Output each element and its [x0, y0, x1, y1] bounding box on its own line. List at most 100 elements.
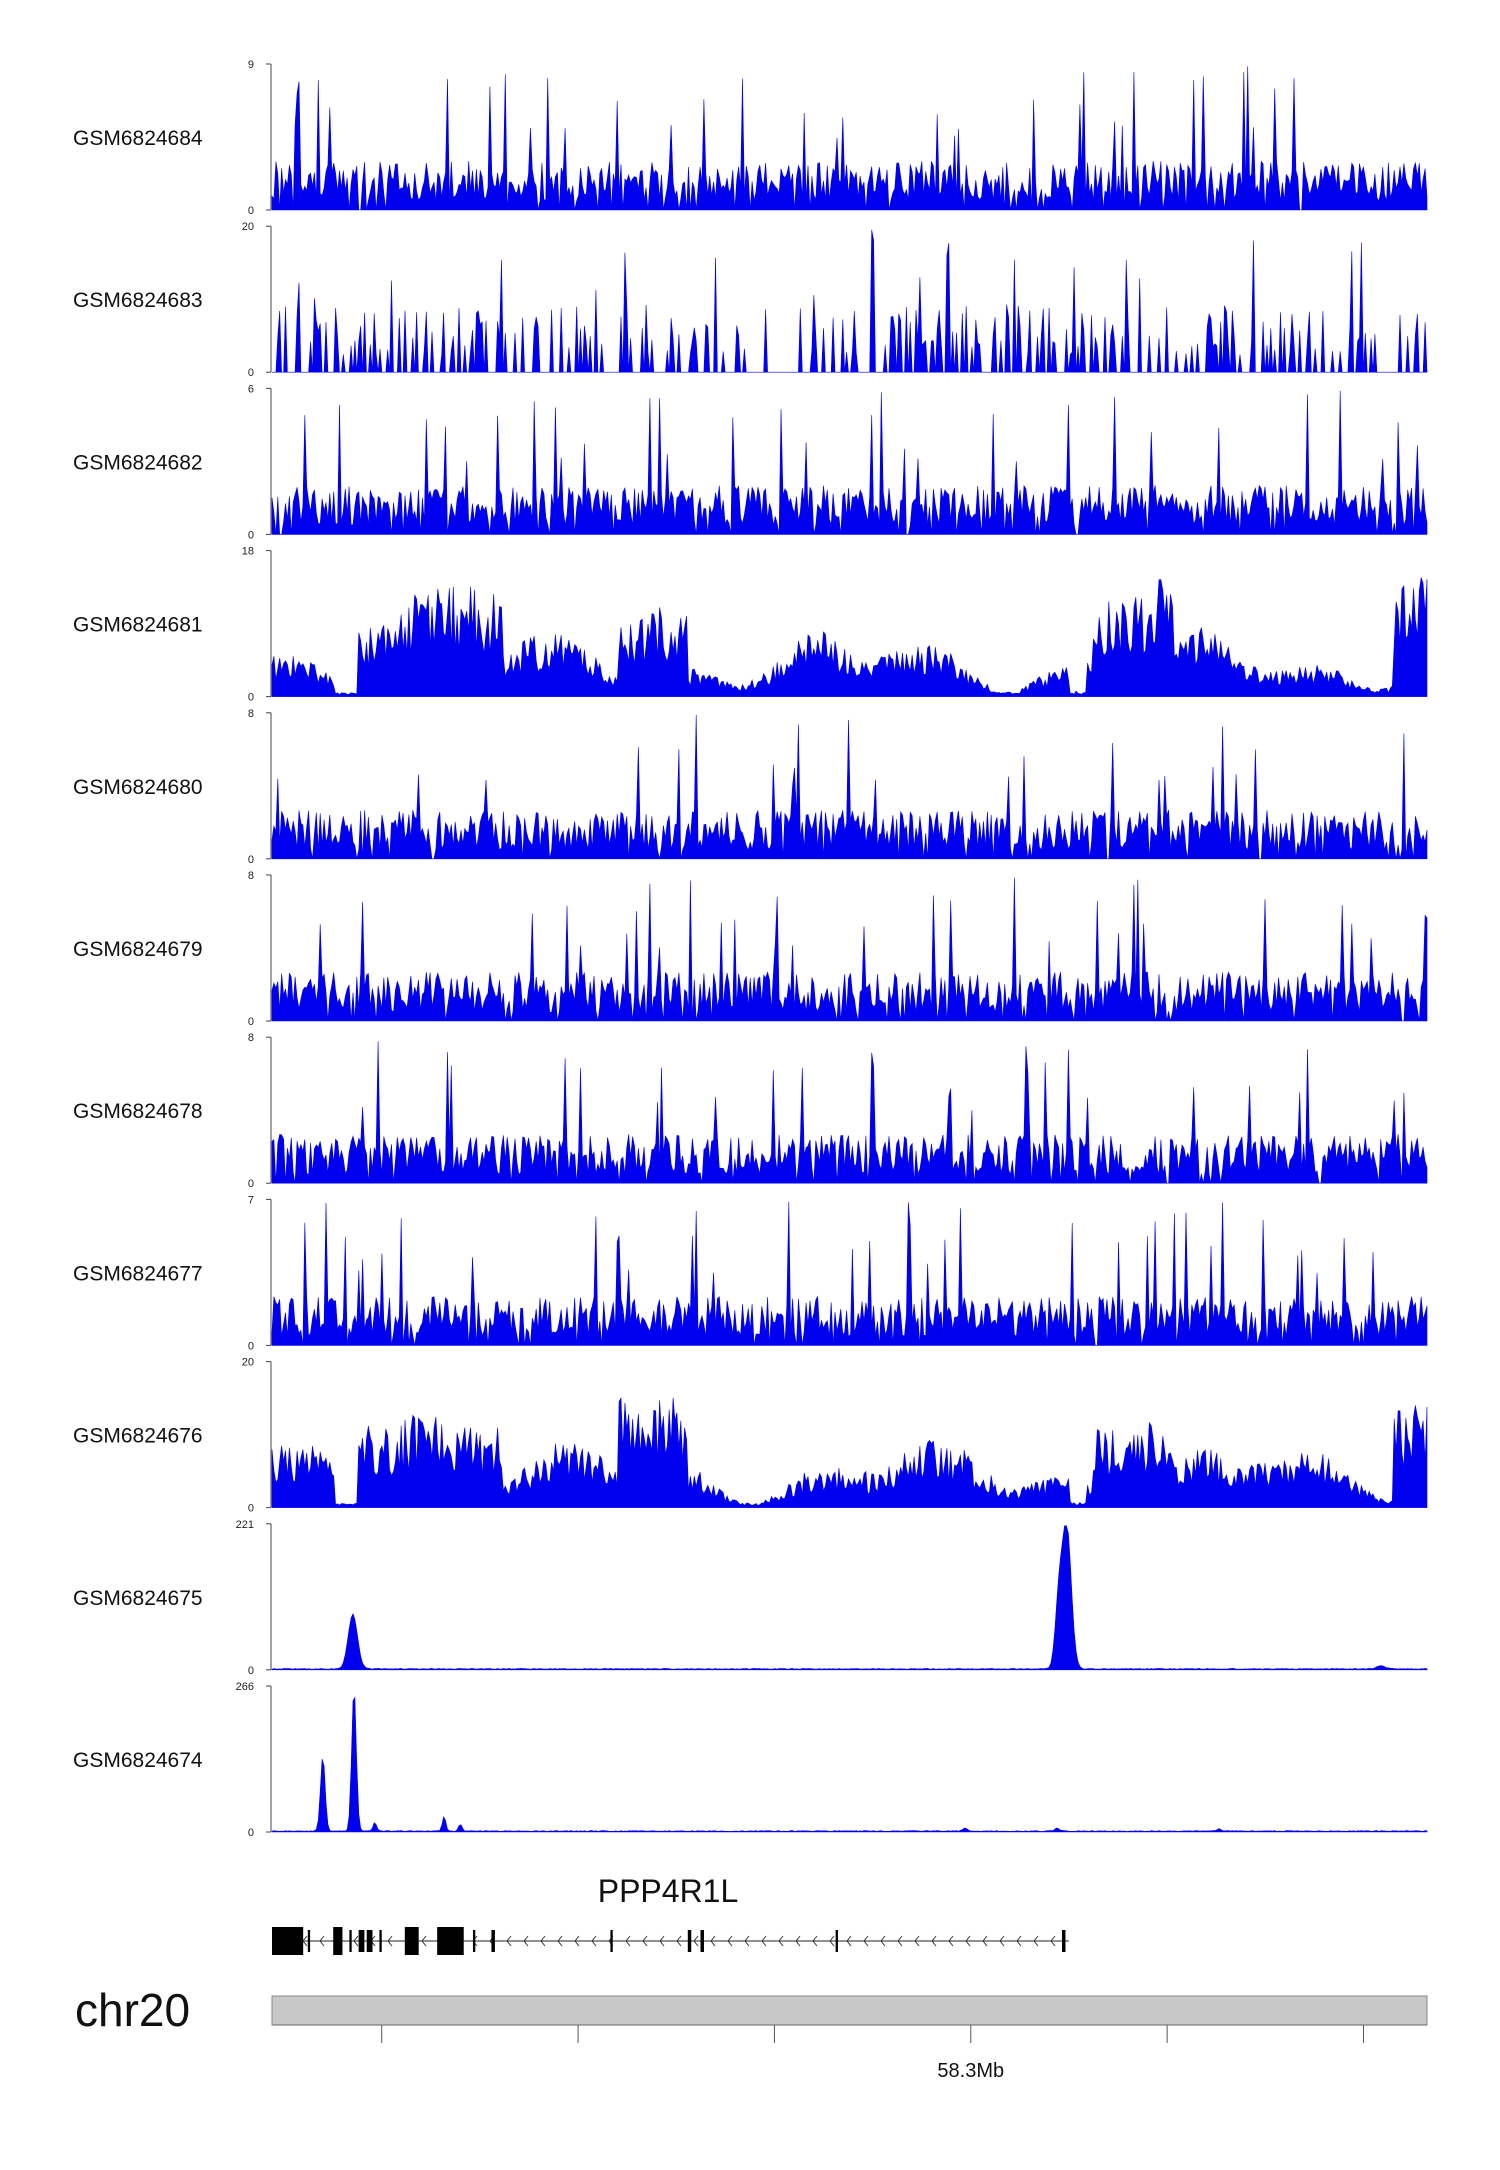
y-max-label: 20 — [242, 221, 254, 233]
exon — [358, 1930, 365, 1952]
genome-axis: 58.3Mb — [381, 2025, 1364, 2082]
strand-arrow — [710, 1935, 716, 1947]
strand-arrow — [999, 1935, 1005, 1947]
strand-arrow — [931, 1935, 937, 1947]
exon — [333, 1927, 343, 1955]
exon — [437, 1927, 464, 1955]
track-label: GSM6824682 — [73, 451, 203, 474]
track-label: GSM6824683 — [73, 289, 203, 312]
y-max-label: 266 — [236, 1681, 254, 1693]
track-GSM6824675: GSM6824675 221 0 — [73, 1519, 1428, 1677]
strand-arrow — [761, 1935, 767, 1947]
track-GSM6824678: GSM6824678 8 0 — [73, 1032, 1428, 1190]
track-GSM6824683: GSM6824683 20 0 — [73, 221, 1428, 379]
strand-arrow — [625, 1935, 631, 1947]
strand-arrow — [693, 1935, 699, 1947]
y-min-label: 0 — [248, 367, 254, 379]
exon — [491, 1930, 495, 1952]
strand-arrow — [880, 1935, 886, 1947]
y-min-label: 0 — [248, 205, 254, 217]
signal-area — [271, 1525, 1428, 1671]
y-max-label: 6 — [248, 383, 254, 395]
strand-arrow — [557, 1935, 563, 1947]
strand-arrow — [829, 1935, 835, 1947]
strand-arrow — [659, 1935, 665, 1947]
track-GSM6824684: GSM6824684 9 0 — [73, 59, 1428, 217]
strand-arrow — [727, 1935, 733, 1947]
y-max-label: 8 — [248, 870, 254, 882]
track-GSM6824681: GSM6824681 18 0 — [73, 546, 1428, 704]
signal-area — [271, 1041, 1428, 1184]
strand-arrow — [319, 1935, 325, 1947]
track-label: GSM6824680 — [73, 776, 203, 799]
track-label: GSM6824675 — [73, 1587, 203, 1610]
track-GSM6824682: GSM6824682 6 0 — [73, 383, 1428, 541]
y-max-label: 18 — [242, 546, 254, 558]
gene-model — [272, 1927, 1069, 1955]
strand-arrow — [523, 1935, 529, 1947]
signal-area — [271, 1397, 1428, 1508]
y-min-label: 0 — [248, 1665, 254, 1677]
strand-arrow — [812, 1935, 818, 1947]
strand-arrow — [744, 1935, 750, 1947]
chromosome-track: chr20 58.3Mb — [75, 1984, 1428, 2082]
y-min-label: 0 — [248, 854, 254, 866]
gene-name: PPP4R1L — [598, 1873, 739, 1909]
y-max-label: 8 — [248, 1032, 254, 1044]
exon — [610, 1930, 613, 1952]
strand-arrow — [897, 1935, 903, 1947]
signal-area — [271, 390, 1428, 535]
strand-arrow — [846, 1935, 852, 1947]
signal-area — [271, 577, 1428, 697]
track-label: GSM6824677 — [73, 1262, 203, 1285]
strand-arrow — [574, 1935, 580, 1947]
y-min-label: 0 — [248, 692, 254, 704]
exon — [687, 1930, 692, 1952]
y-max-label: 7 — [248, 1194, 254, 1206]
strand-arrow — [506, 1935, 512, 1947]
exon — [272, 1927, 304, 1955]
strand-arrow — [540, 1935, 546, 1947]
strand-arrow — [982, 1935, 988, 1947]
signal-area — [271, 1696, 1428, 1833]
y-min-label: 0 — [248, 1016, 254, 1028]
exon — [472, 1930, 476, 1952]
y-max-label: 9 — [248, 59, 254, 71]
strand-arrow — [948, 1935, 954, 1947]
chromosome-ideogram — [271, 1995, 1428, 2026]
y-min-label: 0 — [248, 1178, 254, 1190]
track-label: GSM6824679 — [73, 938, 203, 961]
exon — [307, 1930, 311, 1952]
signal-area — [271, 66, 1428, 211]
exon — [366, 1930, 373, 1952]
signal-area — [271, 877, 1428, 1022]
track-label: GSM6824674 — [73, 1749, 203, 1772]
track-label: GSM6824678 — [73, 1100, 203, 1123]
signal-tracks: GSM682468490GSM6824683200GSM682468260GSM… — [73, 59, 1428, 1839]
signal-area — [271, 714, 1428, 860]
exon — [700, 1930, 704, 1952]
signal-area — [271, 1201, 1428, 1346]
strand-arrow — [1033, 1935, 1039, 1947]
signal-area — [272, 229, 1428, 373]
strand-arrow — [387, 1935, 393, 1947]
axis-tick-label: 58.3Mb — [937, 2060, 1004, 2082]
strand-arrow — [421, 1935, 427, 1947]
strand-arrow — [795, 1935, 801, 1947]
y-min-label: 0 — [248, 1827, 254, 1839]
strand-arrow — [1016, 1935, 1022, 1947]
strand-arrow — [591, 1935, 597, 1947]
strand-arrow — [642, 1935, 648, 1947]
y-max-label: 20 — [242, 1357, 254, 1369]
strand-arrow — [863, 1935, 869, 1947]
exon — [835, 1930, 838, 1952]
exon — [379, 1930, 382, 1952]
y-min-label: 0 — [248, 529, 254, 541]
exon — [1062, 1930, 1066, 1952]
exon — [349, 1930, 352, 1952]
track-label: GSM6824681 — [73, 614, 203, 637]
track-GSM6824676: GSM6824676 20 0 — [73, 1357, 1428, 1515]
strand-arrow — [914, 1935, 920, 1947]
strand-arrow — [778, 1935, 784, 1947]
exon — [404, 1927, 419, 1955]
